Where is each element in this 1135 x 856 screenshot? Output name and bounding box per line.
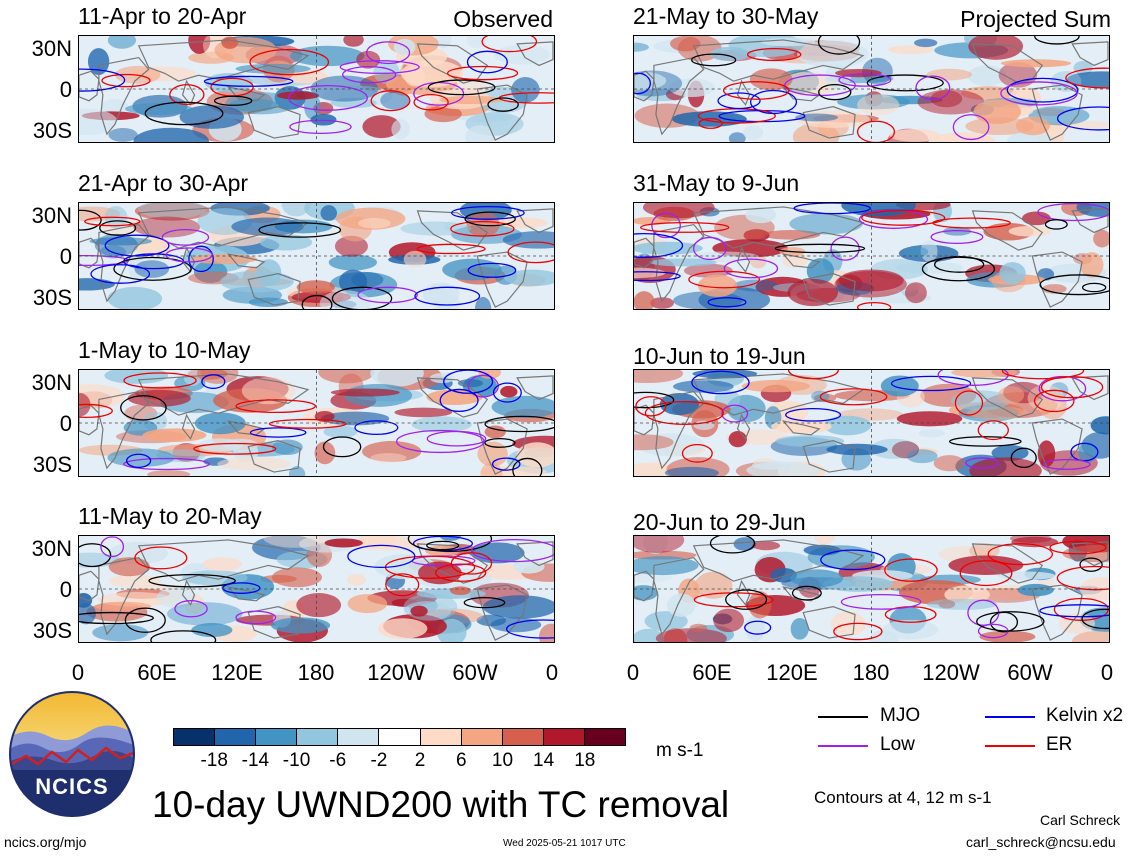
legend-line-kelvin [985,716,1035,718]
lon-label-right-0: 0 [626,660,640,685]
lat-label-30n: 30N [31,36,72,61]
logo-text: NCICS [35,774,109,799]
colorbar-tick-label: 10 [491,750,514,771]
map-panel-5 [633,35,1110,143]
lon-label-right-120w: 120W [922,660,980,685]
colorbar [173,728,626,746]
lat-label-eq: 0 [59,244,72,269]
lon-label-left-180: 180 [297,660,335,685]
colorbar-tick-label: 2 [414,750,426,771]
colorbar-tick-label: -14 [241,750,270,771]
colorbar-swatch [542,729,584,745]
legend-line-low [818,745,868,747]
legend-label-kelvin: Kelvin x2 [1046,705,1124,726]
legend-label-low: Low [880,734,915,755]
lat-label-30s: 30S [32,618,72,643]
timestamp: Wed 2025-05-21 1017 UTC [503,838,626,849]
lat-label-30s: 30S [32,118,72,143]
legend-line-mjo [818,716,868,718]
lat-label-30n: 30N [31,370,72,395]
panel-5-label: Projected Sum [960,6,1111,32]
site-url: ncics.org/mjo [4,834,87,850]
colorbar-tick-label: -2 [370,750,388,771]
panel-4-title: 11-May to 20-May [78,503,262,529]
legend-label-er: ER [1046,734,1073,755]
lat-label-30s: 30S [32,285,72,310]
lon-label-right-180: 180 [852,660,890,685]
colorbar-tick-label: -10 [282,750,311,771]
lat-label-eq: 0 [59,77,72,102]
map-panel-2 [78,202,555,310]
lon-label-left-120e: 120E [211,660,263,685]
lon-label-left-60w: 60W [452,660,498,685]
lat-label-30s: 30S [32,452,72,477]
lat-label-30n: 30N [31,536,72,561]
colorbar-swatch [419,729,461,745]
lon-label-left-0-end: 0 [545,660,559,685]
colorbar-swatch [296,729,338,745]
colorbar-swatch [378,729,420,745]
colorbar-swatch [501,729,543,745]
map-panel-1 [78,35,555,143]
lat-label-30n: 30N [31,203,72,228]
panel-1-label: Observed [453,6,553,32]
colorbar-swatch [214,729,256,745]
map-panel-8 [633,535,1110,643]
colorbar-tick-label: 14 [533,750,555,771]
contours-note: Contours at 4, 12 m s-1 [814,788,992,807]
panel-5-title: 21-May to 30-May [633,3,819,29]
panel-2-title: 21-Apr to 30-Apr [78,170,249,196]
panel-8-title: 20-Jun to 29-Jun [633,509,806,535]
lon-label-right-60e: 60E [692,660,732,685]
lon-label-right-120e: 120E [766,660,818,685]
colorbar-tick-label: 6 [455,750,467,771]
lon-label-right-60w: 60W [1007,660,1053,685]
legend-line-er [985,745,1035,747]
colorbar-units: m s-1 [656,740,704,761]
colorbar-swatch [460,729,502,745]
lon-label-right-0-end: 0 [1100,660,1114,685]
colorbar-swatch [174,729,215,745]
colorbar-swatch [583,729,626,745]
lon-label-left-60e: 60E [137,660,177,685]
panel-1-title: 11-Apr to 20-Apr [78,3,247,29]
map-panel-4 [78,535,555,643]
legend-label-mjo: MJO [880,705,921,726]
lat-label-eq: 0 [59,577,72,602]
lon-label-left-0: 0 [71,660,85,685]
colorbar-tick-label: -18 [200,750,228,771]
colorbar-swatch [255,729,297,745]
map-panel-6 [633,202,1110,310]
colorbar-tick-label: -6 [329,750,347,771]
lat-label-eq: 0 [59,411,72,436]
map-panel-3 [78,369,555,477]
panel-3-title: 1-May to 10-May [78,337,251,363]
panel-7-title: 10-Jun to 19-Jun [633,343,806,369]
main-title: 10-day UWND200 with TC removal [152,784,730,825]
author-email: carl_schreck@ncsu.edu [966,834,1116,850]
colorbar-tick-label: 18 [574,750,596,771]
map-panel-7 [633,369,1110,477]
colorbar-swatch [337,729,379,745]
author-name: Carl Schreck [1040,812,1121,828]
lon-label-left-120w: 120W [367,660,425,685]
panel-6-title: 31-May to 9-Jun [633,170,800,196]
ncics-logo: NCICS [8,690,136,818]
